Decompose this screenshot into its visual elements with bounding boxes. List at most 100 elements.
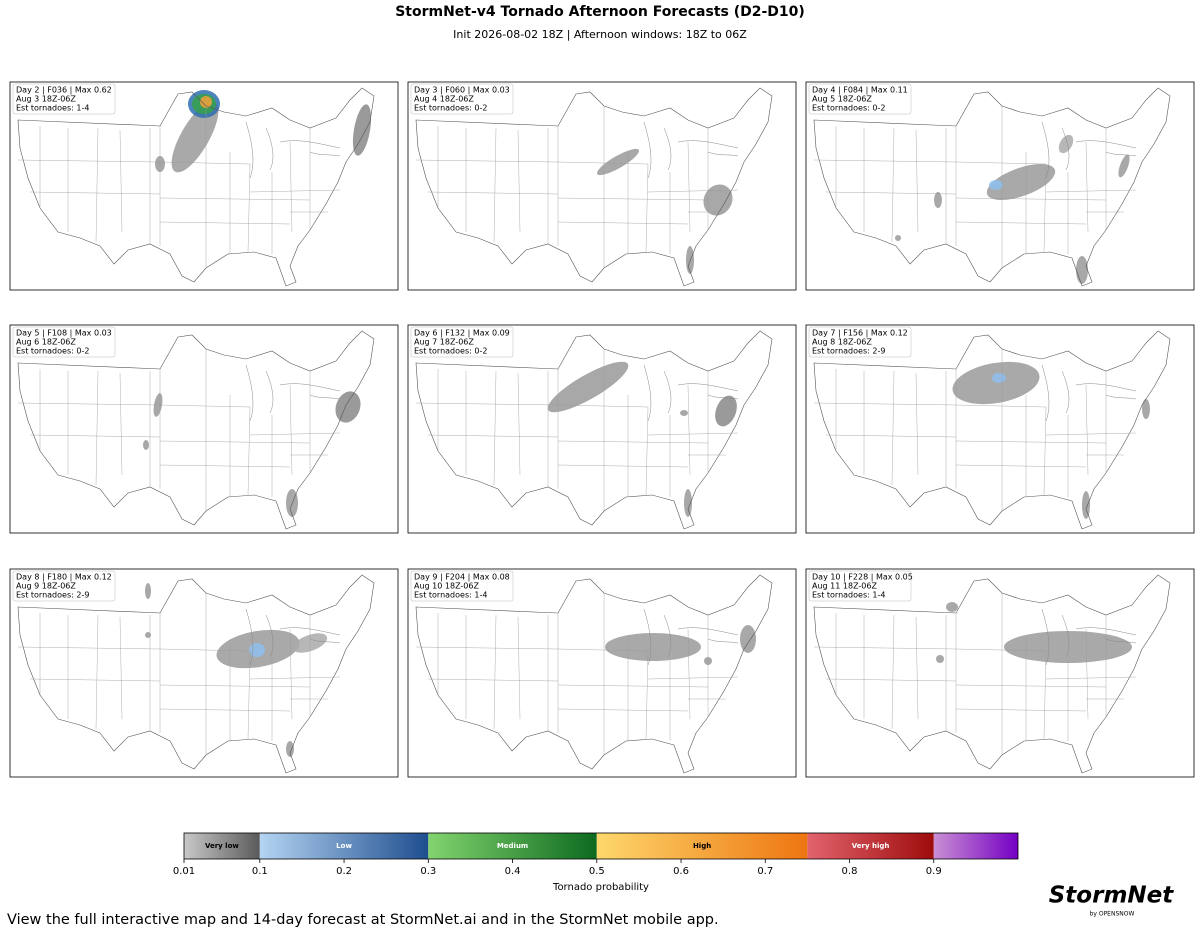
tick-label: 0.1: [252, 866, 268, 877]
probability-area: [597, 148, 639, 176]
info-line: Aug 3 18Z-06Z: [16, 95, 76, 104]
info-line: Day 2 | F036 | Max 0.62: [16, 86, 112, 95]
colorbar-segment: [807, 833, 934, 859]
probability-area: [200, 96, 212, 108]
info-line: Day 9 | F204 | Max 0.08: [414, 573, 510, 582]
colorbar-segment: [428, 833, 597, 859]
probability-area: [547, 361, 629, 413]
info-box: [12, 326, 116, 358]
info-line: Day 5 | F108 | Max 0.03: [16, 329, 112, 338]
info-box: [410, 570, 514, 602]
map-frame: [407, 324, 797, 534]
tick-label: 0.01: [173, 866, 195, 877]
probability-area: [740, 625, 756, 653]
info-line: Day 7 | F156 | Max 0.12: [812, 329, 908, 338]
info-box: [410, 326, 514, 358]
probability-area: [335, 391, 361, 423]
probability-area: [286, 741, 294, 757]
info-line: Est tornadoes: 2-9: [16, 591, 89, 600]
info-line: Day 6 | F132 | Max 0.09: [414, 329, 510, 338]
title: StormNet-v4 Tornado Afternoon Forecasts …: [395, 4, 805, 20]
probability-area: [249, 643, 265, 657]
category-label: High: [693, 842, 711, 850]
info-line: Day 4 | F084 | Max 0.11: [812, 86, 908, 95]
tick-label: 0.7: [757, 866, 773, 877]
info-line: Est tornadoes: 2-9: [812, 347, 885, 356]
map-frame: [9, 568, 399, 778]
info-line: Est tornadoes: 1-4: [16, 104, 89, 113]
probability-area: [145, 583, 151, 599]
probability-area: [895, 235, 901, 241]
info-line: Aug 6 18Z-06Z: [16, 338, 76, 347]
colorbar-segment: [933, 833, 1018, 859]
footer: View the full interactive map and 14-day…: [7, 912, 719, 928]
probability-area: [1004, 631, 1132, 663]
info-box: [808, 83, 912, 115]
info-box: [808, 570, 912, 602]
colorbar: Very low Low Medium High Very high 0.01 0.1 0.2…: [173, 832, 1019, 877]
probability-area: [680, 410, 688, 416]
probability-area: [1076, 256, 1088, 284]
info-box: [808, 326, 912, 358]
info-line: Est tornadoes: 0-2: [812, 104, 885, 113]
map-frame: [805, 568, 1195, 778]
probability-area: [715, 395, 737, 427]
subtitle: Init 2026-08-02 18Z | Afternoon windows:…: [453, 28, 747, 41]
probability-area: [686, 246, 694, 274]
info-line: Est tornadoes: 0-2: [414, 104, 487, 113]
category-label: Very low: [205, 842, 239, 850]
probability-area: [605, 633, 701, 661]
info-line: Day 3 | F060 | Max 0.03: [414, 86, 510, 95]
probability-area: [992, 373, 1006, 383]
probability-area: [352, 104, 372, 156]
colorbar-segment: [259, 833, 429, 859]
info-line: Day 10 | F228 | Max 0.05: [812, 573, 913, 582]
info-line: Aug 7 18Z-06Z: [414, 338, 474, 347]
probability-area: [946, 602, 958, 612]
probability-area: [936, 655, 944, 663]
colorbar-segment: [596, 833, 808, 859]
map-frame: [407, 568, 797, 778]
info-box: [410, 83, 514, 115]
info-line: Est tornadoes: 0-2: [16, 347, 89, 356]
probability-area: [143, 440, 149, 450]
colorbar-label: Tornado probability: [552, 882, 649, 893]
info-line: Aug 5 18Z-06Z: [812, 95, 872, 104]
probability-area: [1118, 154, 1130, 178]
category-label: Very high: [852, 842, 890, 850]
colorbar-frame: [183, 832, 1019, 860]
probability-area: [1142, 399, 1150, 419]
info-line: Aug 4 18Z-06Z: [414, 95, 474, 104]
tick-label: 0.9: [926, 866, 942, 877]
tick-label: 0.5: [589, 866, 605, 877]
probability-area: [703, 184, 733, 216]
tick-label: 0.6: [673, 866, 689, 877]
probability-area: [1058, 134, 1074, 154]
info-line: Est tornadoes: 0-2: [414, 347, 487, 356]
info-line: Aug 10 18Z-06Z: [414, 582, 479, 591]
info-line: Aug 9 18Z-06Z: [16, 582, 76, 591]
info-line: Aug 8 18Z-06Z: [812, 338, 872, 347]
logo-by: by OPENSNOW: [1090, 911, 1135, 918]
probability-area: [145, 632, 151, 638]
info-line: Day 8 | F180 | Max 0.12: [16, 573, 112, 582]
logo-name: StormNet: [1049, 883, 1175, 909]
probability-area: [684, 489, 692, 517]
probability-area: [1082, 491, 1090, 519]
tick-label: 0.3: [420, 866, 436, 877]
map-frame: [805, 324, 1195, 534]
probability-area: [952, 361, 1040, 405]
info-line: Est tornadoes: 1-4: [812, 591, 885, 600]
category-label: Medium: [497, 842, 528, 850]
probability-area: [986, 163, 1056, 201]
